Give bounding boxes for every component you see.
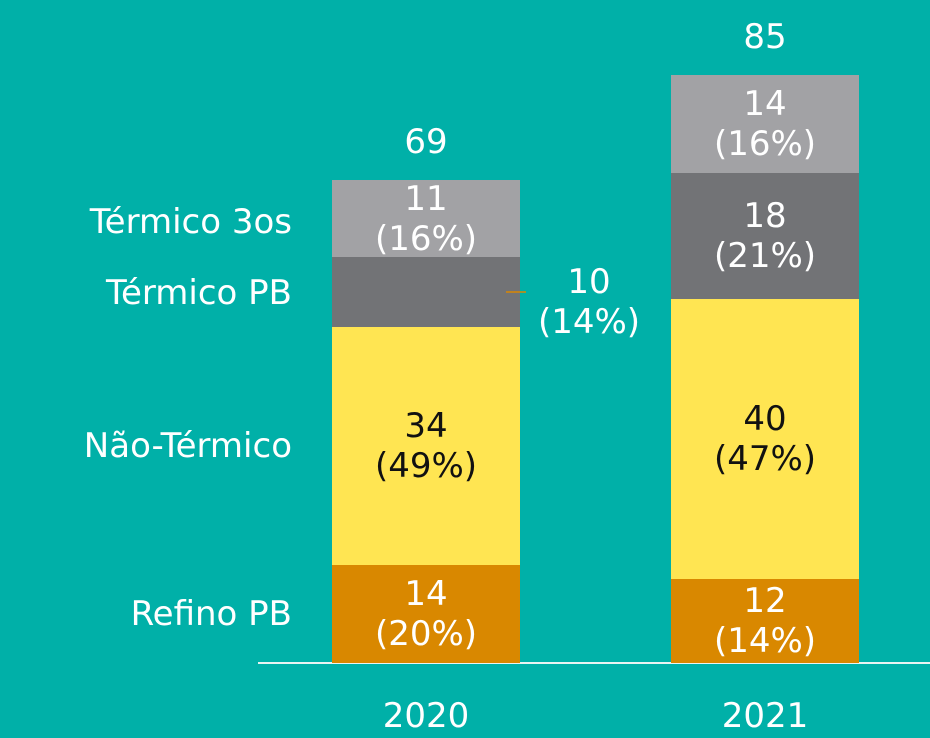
total-label: 85: [743, 17, 787, 57]
bar-segment: [671, 173, 859, 299]
x-tick-label: 2020: [382, 696, 470, 736]
value-label: 12 (14%): [713, 581, 817, 661]
total-label: 69: [404, 122, 448, 162]
legend-label: Térmico 3os: [89, 202, 292, 242]
bar-segment: [671, 75, 859, 173]
value-label: 34 (49%): [374, 406, 478, 486]
bar-segment: [332, 180, 520, 257]
bar-segment: [332, 565, 520, 663]
x-tick-label: 2021: [721, 696, 809, 736]
legend-label: Refino PB: [130, 594, 292, 634]
value-label: 14 (20%): [374, 574, 478, 654]
bar-segment: [332, 327, 520, 565]
legend-label: Não-Térmico: [83, 426, 292, 466]
value-label: 10 (14%): [537, 262, 641, 342]
bar-segment: [332, 257, 520, 327]
value-label: 40 (47%): [713, 399, 817, 479]
bar-segment: [671, 299, 859, 579]
value-label: 18 (21%): [713, 196, 817, 276]
legend-label: Térmico PB: [106, 273, 292, 313]
value-label: 11 (16%): [374, 178, 478, 259]
value-label: 14 (16%): [713, 84, 817, 164]
bar-segment: [671, 579, 859, 663]
